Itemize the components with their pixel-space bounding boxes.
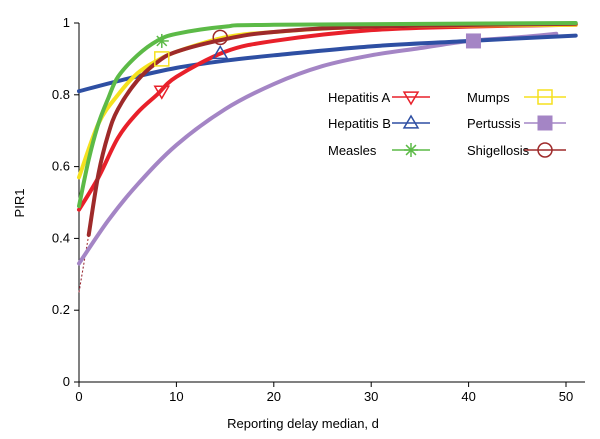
mumps-marker: [154, 51, 170, 67]
shigellosis-marker-shape: [212, 29, 228, 46]
y-tick-label: 0: [63, 374, 70, 389]
legend-marker-hepatitis-b-shape: [402, 114, 420, 129]
x-tick-label: 10: [169, 389, 183, 404]
measles-line: [77, 21, 578, 209]
hepatitis-b-marker-shape: [211, 45, 229, 60]
shigellosis-dashed-extension: [78, 234, 90, 293]
hepatitis-b-marker: [211, 45, 229, 60]
measles-marker: [154, 33, 169, 48]
pertussis-marker: [465, 33, 481, 49]
y-tick-label: 0.8: [52, 87, 70, 102]
legend-label-mumps: Mumps: [467, 90, 510, 105]
pertussis-marker-shape: [465, 33, 481, 49]
x-tick-label: 20: [267, 389, 281, 404]
axes: [78, 23, 585, 383]
legend-marker-hepatitis-a: [402, 91, 420, 106]
mumps-marker-shape: [154, 51, 170, 67]
legend-marker-hepatitis-b: [402, 114, 420, 129]
y-tick-label: 0.4: [52, 230, 70, 245]
legend-marker-shigellosis-shape: [537, 142, 553, 158]
measles-marker-stroke: [156, 35, 168, 47]
legend-marker-pertussis: [537, 115, 553, 131]
x-tick-label: 40: [461, 389, 475, 404]
x-tick-label: 30: [364, 389, 378, 404]
hepatitis-a-marker: [153, 85, 171, 100]
legend-marker-measles: [404, 143, 418, 157]
y-tick-label: 0.6: [52, 159, 70, 174]
legend-marker-hepatitis-a-shape: [402, 91, 420, 106]
legend-marker-mumps: [537, 89, 553, 105]
legend-marker-shigellosis: [537, 142, 553, 158]
legend-marker-pertussis-shape: [537, 115, 553, 131]
series-markers: [153, 29, 481, 100]
x-tick-label: 50: [559, 389, 573, 404]
x-ticks: 0 10 20 30 40 50: [75, 382, 573, 404]
legend-label-hepatitis-b: Hepatitis B: [328, 116, 391, 131]
hepatitis-a-marker-shape: [153, 85, 171, 100]
legend-label-shigellosis: Shigellosis: [467, 143, 530, 158]
legend-marker-measles-stroke: [405, 144, 417, 156]
y-ticks: 0 0.2 0.4 0.6 0.8 1: [52, 15, 79, 389]
legend-label-pertussis: Pertussis: [467, 116, 521, 131]
x-tick-label: 0: [75, 389, 82, 404]
y-axis-label: PIR1: [12, 189, 27, 218]
shigellosis-line: [86, 21, 578, 237]
x-axis-label: Reporting delay median, d: [227, 416, 379, 431]
legend-label-hepatitis-a: Hepatitis A: [328, 90, 390, 105]
legend-label-measles: Measles: [328, 143, 377, 158]
legend: Hepatitis A Hepatitis B Measles Mumps Pertus…: [328, 89, 566, 158]
y-tick-label: 0.2: [52, 302, 70, 317]
legend-marker-mumps-shape: [537, 89, 553, 105]
y-tick-label: 1: [63, 15, 70, 30]
shigellosis-marker: [212, 29, 228, 46]
